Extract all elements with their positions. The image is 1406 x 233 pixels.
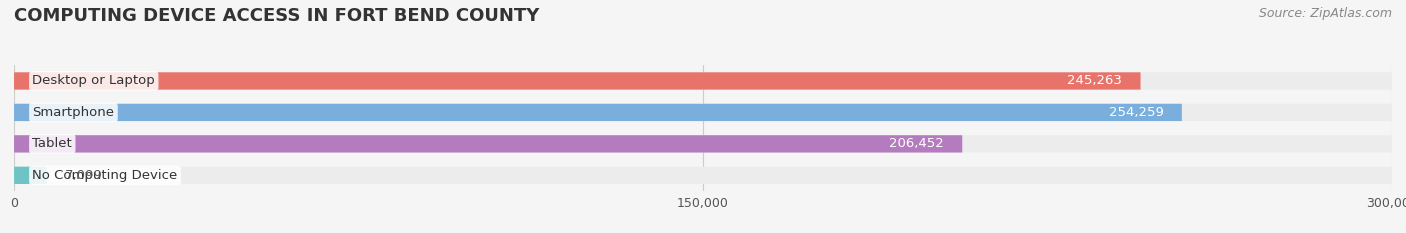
Text: No Computing Device: No Computing Device xyxy=(32,169,177,182)
FancyBboxPatch shape xyxy=(14,72,1140,90)
FancyBboxPatch shape xyxy=(14,167,46,184)
Text: Smartphone: Smartphone xyxy=(32,106,114,119)
Text: 245,263: 245,263 xyxy=(1067,75,1122,87)
Text: Source: ZipAtlas.com: Source: ZipAtlas.com xyxy=(1258,7,1392,20)
Text: Tablet: Tablet xyxy=(32,137,72,150)
Text: Desktop or Laptop: Desktop or Laptop xyxy=(32,75,155,87)
FancyBboxPatch shape xyxy=(14,104,1182,121)
Text: 7,099: 7,099 xyxy=(65,169,103,182)
FancyBboxPatch shape xyxy=(14,72,1392,90)
Text: COMPUTING DEVICE ACCESS IN FORT BEND COUNTY: COMPUTING DEVICE ACCESS IN FORT BEND COU… xyxy=(14,7,540,25)
FancyBboxPatch shape xyxy=(14,167,1392,184)
Text: 206,452: 206,452 xyxy=(889,137,943,150)
FancyBboxPatch shape xyxy=(14,135,1392,153)
Text: 254,259: 254,259 xyxy=(1108,106,1164,119)
FancyBboxPatch shape xyxy=(14,104,1392,121)
FancyBboxPatch shape xyxy=(14,135,962,153)
